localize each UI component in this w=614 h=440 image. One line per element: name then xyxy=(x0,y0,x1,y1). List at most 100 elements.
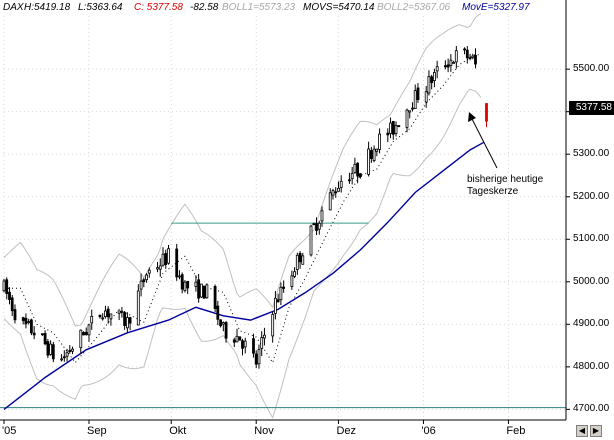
candle xyxy=(386,132,390,136)
candle xyxy=(391,121,395,135)
candle xyxy=(474,55,477,65)
movs-value: MOVS=5470.14 xyxy=(303,2,375,13)
candle xyxy=(8,291,11,300)
candle xyxy=(328,192,332,211)
bollinger-lower xyxy=(3,88,482,419)
arrow-right-icon: ▶ xyxy=(592,426,600,435)
x-tick-label: '06 xyxy=(421,425,436,437)
candle xyxy=(202,285,206,299)
candle xyxy=(257,349,261,365)
x-tick-label: '05 xyxy=(2,425,17,437)
x-tick-label: Okt xyxy=(169,425,187,437)
candle xyxy=(446,64,450,68)
candle xyxy=(87,324,91,336)
arrow-left-icon: ◀ xyxy=(578,426,586,435)
last-price-label: 5377.58 xyxy=(569,101,614,115)
candle xyxy=(158,265,162,270)
candle xyxy=(128,317,132,324)
candle xyxy=(32,332,36,336)
candle xyxy=(271,314,275,337)
candle xyxy=(104,310,107,317)
candle xyxy=(252,338,255,354)
candle xyxy=(213,285,217,309)
candle xyxy=(205,284,209,299)
candle xyxy=(27,321,31,324)
boll2-value: BOLL2=5367.06 xyxy=(377,2,451,13)
candle xyxy=(84,331,88,335)
candle xyxy=(194,281,198,287)
candle xyxy=(126,317,129,329)
candle xyxy=(443,65,447,68)
candle xyxy=(463,48,467,51)
chart-header: DAX H:5419.18 L:5363.64 C: 5377.58 -82.5… xyxy=(0,0,614,16)
candle xyxy=(136,290,140,326)
candle xyxy=(452,62,456,64)
candle xyxy=(367,148,371,175)
candle xyxy=(147,269,151,274)
candle xyxy=(221,322,225,325)
candle xyxy=(295,254,299,271)
bollinger-upper xyxy=(3,12,482,327)
candle xyxy=(21,317,25,321)
candle xyxy=(49,343,52,355)
candle xyxy=(68,350,72,353)
candle xyxy=(120,310,124,313)
x-tick-label: Feb xyxy=(506,425,526,437)
y-tick-label: 5300.00 xyxy=(573,148,610,160)
candle xyxy=(167,248,170,264)
candle xyxy=(262,334,266,339)
plot-border xyxy=(0,0,567,421)
candle xyxy=(276,299,280,303)
candle xyxy=(432,72,436,82)
scroll-left-button[interactable]: ◀ xyxy=(576,425,588,437)
candle xyxy=(2,280,6,292)
bollinger-bands xyxy=(3,12,482,419)
candle xyxy=(356,162,360,177)
candle xyxy=(293,271,297,277)
candle xyxy=(71,348,74,352)
candle xyxy=(350,173,354,179)
candle xyxy=(65,352,69,357)
candle xyxy=(41,333,44,336)
y-tick-label: 5000.00 xyxy=(573,275,610,287)
candle xyxy=(79,329,83,349)
candle xyxy=(405,109,409,128)
grid-layer xyxy=(3,16,570,424)
candle xyxy=(282,286,286,289)
candle xyxy=(139,280,143,290)
candle xyxy=(339,180,343,188)
candle xyxy=(454,50,458,63)
candle xyxy=(24,317,28,325)
y-tick-label: 5100.00 xyxy=(573,233,610,245)
candle xyxy=(224,322,228,339)
candle xyxy=(232,339,236,343)
candle xyxy=(145,274,149,281)
candle xyxy=(10,297,14,312)
candle xyxy=(430,76,434,84)
candle xyxy=(43,333,47,345)
candle xyxy=(468,57,472,60)
horizontal-levels xyxy=(0,222,566,409)
change-value: -82.58 xyxy=(190,2,219,13)
candle xyxy=(449,59,453,66)
candle xyxy=(186,280,190,289)
scroll-right-button[interactable]: ▶ xyxy=(590,425,602,437)
candle xyxy=(197,279,201,299)
ma-long xyxy=(3,141,485,410)
candle xyxy=(46,341,50,356)
symbol-label: DAX xyxy=(3,2,24,13)
candle xyxy=(90,315,94,324)
candle xyxy=(320,210,324,222)
candle xyxy=(62,356,66,359)
candle xyxy=(309,225,313,256)
annotation-arrow xyxy=(468,112,498,169)
candle xyxy=(416,87,420,101)
candle xyxy=(424,91,428,103)
candle xyxy=(389,122,392,134)
candle xyxy=(180,274,184,290)
candle xyxy=(117,310,121,314)
annotation-line-2: Tageskerze xyxy=(467,186,519,197)
candle xyxy=(375,148,379,152)
